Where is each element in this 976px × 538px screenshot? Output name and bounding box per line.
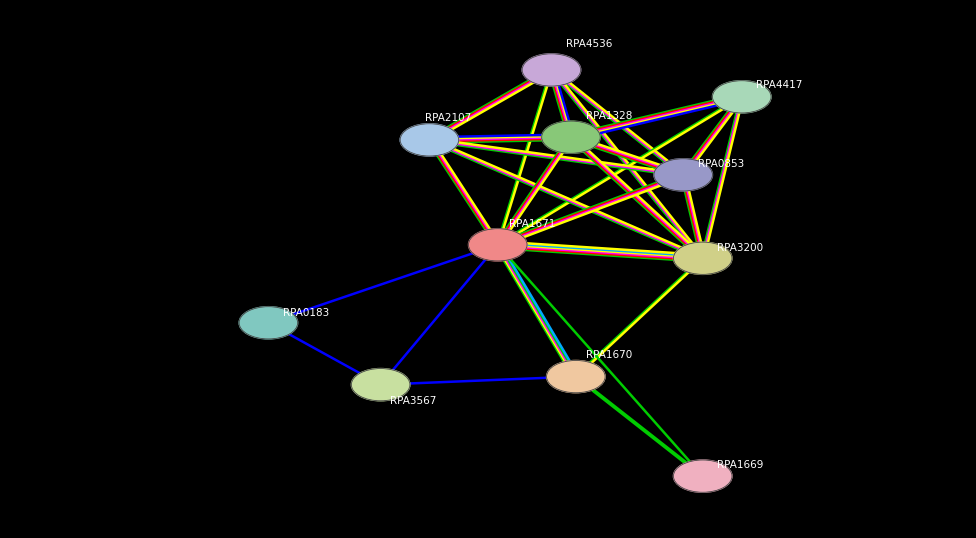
Text: RPA0853: RPA0853 <box>698 159 744 169</box>
Text: RPA2107: RPA2107 <box>425 112 470 123</box>
Text: RPA0183: RPA0183 <box>283 308 329 318</box>
Circle shape <box>712 81 771 113</box>
Circle shape <box>468 229 527 261</box>
Circle shape <box>239 307 298 339</box>
Circle shape <box>542 121 600 153</box>
Circle shape <box>673 242 732 274</box>
Text: RPA1671: RPA1671 <box>509 218 556 229</box>
Circle shape <box>673 460 732 492</box>
Text: RPA1670: RPA1670 <box>586 350 631 360</box>
Text: RPA3567: RPA3567 <box>390 396 437 406</box>
Circle shape <box>351 369 410 401</box>
Text: RPA3200: RPA3200 <box>717 243 763 253</box>
Text: RPA1328: RPA1328 <box>586 111 632 121</box>
Text: RPA1669: RPA1669 <box>717 459 764 470</box>
Circle shape <box>654 159 712 191</box>
Circle shape <box>400 124 459 156</box>
Circle shape <box>522 54 581 86</box>
Text: RPA4417: RPA4417 <box>756 80 803 90</box>
Text: RPA4536: RPA4536 <box>566 39 613 49</box>
Circle shape <box>547 360 605 393</box>
